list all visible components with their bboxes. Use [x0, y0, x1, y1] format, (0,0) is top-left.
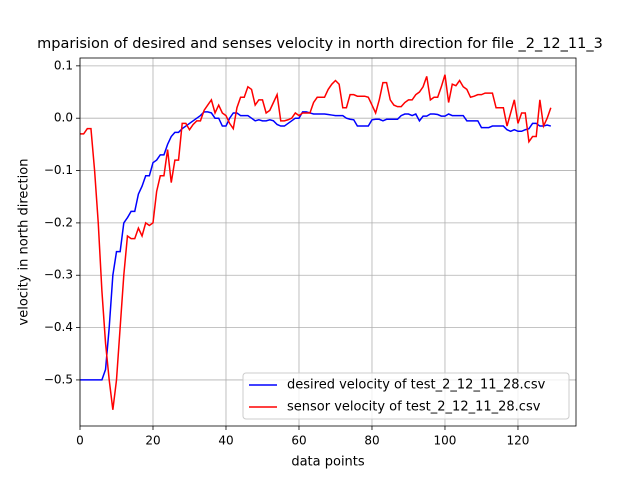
y-tick-label: 0.0 [54, 111, 73, 125]
x-tick-label: 20 [145, 434, 160, 448]
x-axis-label: data points [291, 455, 365, 470]
y-tick-label: −0.3 [44, 268, 73, 282]
y-axis-label: velocity in north direction [17, 159, 32, 326]
y-tick-label: −0.1 [44, 163, 73, 177]
legend-box [242, 372, 570, 420]
y-tick-label: −0.5 [44, 372, 73, 386]
x-tick-label: 60 [291, 434, 306, 448]
x-tick-label: 120 [507, 434, 530, 448]
x-tick-label: 100 [434, 434, 457, 448]
data-line [80, 74, 552, 410]
legend-label: desired velocity of test_2_12_11_28.csv [287, 378, 546, 393]
x-tick-label: 80 [364, 434, 379, 448]
axes-frame [79, 57, 577, 427]
x-tick-label: 40 [218, 434, 233, 448]
y-tick-label: −0.4 [44, 320, 73, 334]
x-tick-label: 0 [76, 434, 84, 448]
chart-title: mparision of desired and senses velocity… [37, 36, 603, 52]
legend-label: sensor velocity of test_2_12_11_28.csv [287, 400, 541, 415]
y-tick-label: −0.2 [44, 215, 73, 229]
data-line [80, 111, 552, 381]
y-tick-label: 0.1 [54, 58, 73, 72]
legend: desired velocity of test_2_12_11_28.csvs… [242, 372, 570, 420]
